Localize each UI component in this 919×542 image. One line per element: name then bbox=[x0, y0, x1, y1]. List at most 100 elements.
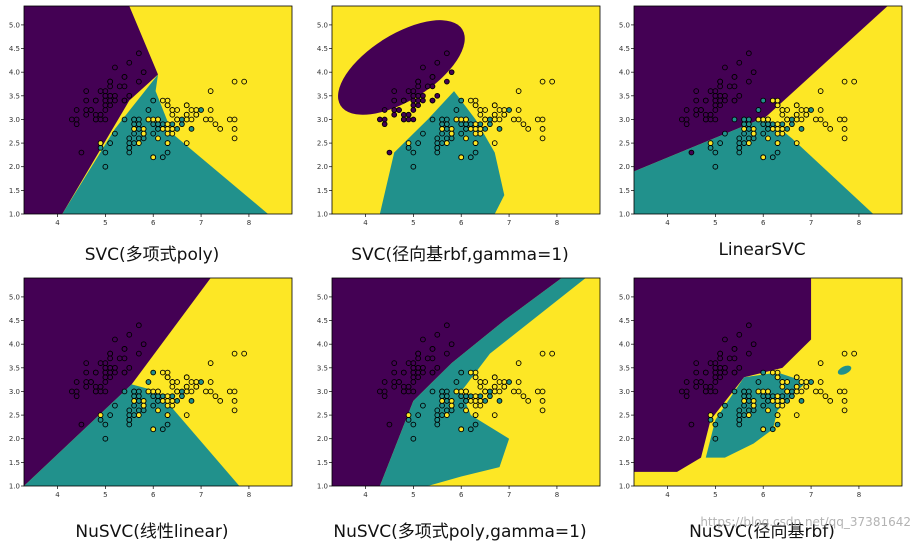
data-point bbox=[405, 111, 412, 118]
y-tick-label: 1.0 bbox=[619, 483, 630, 491]
data-point bbox=[712, 97, 719, 104]
data-point bbox=[765, 126, 771, 132]
data-point bbox=[444, 398, 450, 404]
y-tick-label: 1.5 bbox=[317, 187, 328, 195]
data-point bbox=[722, 364, 728, 371]
data-point bbox=[698, 107, 704, 113]
data-point bbox=[472, 374, 479, 381]
data-point bbox=[400, 383, 407, 390]
data-point bbox=[760, 369, 767, 376]
data-point bbox=[491, 116, 498, 123]
data-point bbox=[458, 97, 465, 104]
data-point bbox=[102, 116, 109, 123]
data-point bbox=[477, 393, 484, 400]
data-point bbox=[736, 364, 743, 371]
data-point bbox=[410, 102, 417, 109]
data-point bbox=[381, 379, 388, 385]
data-point bbox=[174, 107, 180, 113]
data-point bbox=[793, 102, 800, 109]
data-point bbox=[784, 116, 790, 123]
data-point bbox=[467, 121, 474, 128]
data-point bbox=[150, 130, 157, 137]
data-point bbox=[405, 360, 412, 366]
data-point bbox=[434, 331, 441, 338]
data-point bbox=[107, 83, 113, 90]
data-point bbox=[102, 163, 109, 170]
data-point bbox=[174, 116, 180, 123]
data-point bbox=[453, 107, 460, 113]
data-point bbox=[472, 369, 479, 376]
data-point bbox=[463, 126, 469, 132]
data-point bbox=[779, 121, 786, 128]
data-point bbox=[760, 154, 767, 161]
data-point bbox=[448, 135, 455, 142]
data-point bbox=[717, 374, 723, 381]
data-point bbox=[107, 97, 113, 104]
y-tick-label: 4.5 bbox=[317, 317, 328, 325]
data-point bbox=[491, 111, 498, 118]
data-point bbox=[400, 111, 407, 118]
data-point bbox=[841, 126, 848, 132]
data-point bbox=[702, 369, 709, 376]
data-point bbox=[731, 388, 738, 395]
y-tick-label: 5.0 bbox=[317, 293, 328, 301]
data-point bbox=[439, 126, 445, 132]
data-point bbox=[429, 346, 436, 352]
data-point bbox=[121, 97, 128, 104]
data-point bbox=[808, 107, 814, 113]
data-point bbox=[746, 50, 752, 57]
data-point bbox=[736, 140, 743, 146]
data-point bbox=[741, 398, 747, 404]
data-point bbox=[107, 374, 113, 381]
data-point bbox=[784, 398, 790, 404]
data-point bbox=[769, 154, 776, 161]
data-point bbox=[226, 388, 233, 395]
data-point bbox=[765, 393, 771, 400]
chart-caption: NuSVC(径向基rbf) bbox=[689, 522, 835, 542]
data-point bbox=[434, 421, 441, 428]
data-point bbox=[102, 149, 109, 156]
data-point bbox=[188, 388, 195, 395]
data-point bbox=[774, 412, 781, 418]
data-point bbox=[164, 402, 171, 409]
data-point bbox=[813, 116, 819, 123]
data-point bbox=[73, 116, 80, 123]
data-point bbox=[774, 374, 781, 381]
data-point bbox=[439, 116, 445, 123]
y-tick-label: 5.0 bbox=[619, 293, 630, 301]
data-point bbox=[121, 388, 128, 395]
data-point bbox=[164, 126, 171, 132]
data-point bbox=[448, 130, 455, 137]
data-point bbox=[482, 126, 488, 132]
data-point bbox=[193, 111, 200, 118]
chart-caption: LinearSVC bbox=[718, 240, 806, 260]
data-point bbox=[150, 154, 157, 161]
x-tick-label: 4 bbox=[363, 219, 368, 227]
data-point bbox=[386, 149, 393, 156]
y-tick-label: 2.0 bbox=[619, 435, 630, 443]
region-teal bbox=[24, 384, 240, 486]
data-point bbox=[164, 412, 171, 418]
data-point bbox=[131, 116, 137, 123]
data-point bbox=[136, 135, 142, 142]
data-point bbox=[439, 398, 445, 404]
data-point bbox=[434, 364, 441, 371]
data-point bbox=[487, 393, 493, 400]
data-point bbox=[231, 126, 238, 132]
data-point bbox=[746, 121, 752, 128]
data-point bbox=[102, 360, 109, 366]
x-tick-label: 7 bbox=[809, 491, 813, 499]
y-tick-label: 3.5 bbox=[317, 364, 328, 372]
data-point bbox=[140, 341, 147, 348]
data-point bbox=[731, 369, 738, 376]
data-point bbox=[722, 92, 728, 99]
data-point bbox=[174, 388, 180, 395]
chart-caption: SVC(多项式poly) bbox=[84, 245, 220, 265]
data-point bbox=[179, 116, 185, 123]
y-tick-label: 4.5 bbox=[619, 317, 630, 325]
plot-frame bbox=[633, 5, 903, 215]
data-point bbox=[410, 88, 417, 94]
data-point bbox=[707, 140, 714, 146]
data-point bbox=[712, 374, 719, 381]
data-point bbox=[817, 88, 824, 94]
